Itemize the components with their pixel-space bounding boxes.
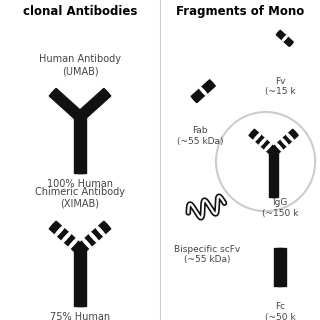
Polygon shape bbox=[272, 131, 298, 155]
Polygon shape bbox=[264, 145, 270, 151]
Polygon shape bbox=[84, 241, 92, 248]
Polygon shape bbox=[77, 117, 86, 173]
Polygon shape bbox=[199, 87, 205, 93]
Polygon shape bbox=[98, 228, 105, 236]
Polygon shape bbox=[74, 250, 83, 306]
Polygon shape bbox=[288, 135, 294, 141]
Polygon shape bbox=[76, 88, 109, 118]
Polygon shape bbox=[277, 30, 293, 45]
Text: clonal Antibodies: clonal Antibodies bbox=[23, 5, 137, 18]
Polygon shape bbox=[51, 88, 84, 118]
Polygon shape bbox=[57, 226, 64, 234]
Polygon shape bbox=[275, 143, 281, 149]
Polygon shape bbox=[64, 232, 71, 240]
Text: 75% Human
25% Murin: 75% Human 25% Murin bbox=[50, 312, 110, 320]
Polygon shape bbox=[55, 228, 62, 236]
Polygon shape bbox=[74, 117, 83, 173]
Polygon shape bbox=[191, 80, 213, 101]
Polygon shape bbox=[96, 226, 103, 234]
Polygon shape bbox=[255, 133, 261, 140]
Text: 100% Human: 100% Human bbox=[47, 179, 113, 189]
Polygon shape bbox=[62, 235, 69, 242]
Polygon shape bbox=[274, 248, 283, 286]
Text: IgG
(~150 k: IgG (~150 k bbox=[262, 198, 298, 218]
Polygon shape bbox=[284, 36, 287, 40]
Polygon shape bbox=[68, 241, 76, 248]
Polygon shape bbox=[78, 223, 111, 253]
Polygon shape bbox=[76, 221, 109, 251]
Text: Fragments of Mono: Fragments of Mono bbox=[176, 5, 304, 18]
Polygon shape bbox=[277, 145, 283, 151]
Polygon shape bbox=[272, 152, 278, 197]
Polygon shape bbox=[78, 91, 111, 121]
Polygon shape bbox=[70, 238, 78, 246]
Polygon shape bbox=[89, 232, 96, 240]
Polygon shape bbox=[82, 238, 90, 246]
Text: Chimeric Antibody
(XIMAB): Chimeric Antibody (XIMAB) bbox=[35, 187, 125, 209]
Polygon shape bbox=[271, 129, 297, 153]
Polygon shape bbox=[193, 82, 215, 103]
Polygon shape bbox=[249, 131, 275, 155]
Text: Fab
(~55 kDa): Fab (~55 kDa) bbox=[177, 126, 223, 146]
Polygon shape bbox=[266, 143, 272, 149]
Polygon shape bbox=[260, 138, 266, 144]
Polygon shape bbox=[286, 133, 292, 140]
Polygon shape bbox=[49, 223, 82, 253]
Polygon shape bbox=[49, 91, 82, 121]
Polygon shape bbox=[269, 152, 276, 197]
Polygon shape bbox=[282, 140, 288, 146]
Polygon shape bbox=[77, 250, 86, 306]
Polygon shape bbox=[201, 89, 207, 95]
Text: Bispecific scFv
(~55 kDa): Bispecific scFv (~55 kDa) bbox=[174, 245, 241, 264]
Text: Fc
(~50 k: Fc (~50 k bbox=[265, 302, 295, 320]
Polygon shape bbox=[259, 140, 265, 146]
Polygon shape bbox=[251, 129, 276, 153]
Polygon shape bbox=[51, 221, 84, 251]
Polygon shape bbox=[277, 248, 286, 286]
Polygon shape bbox=[276, 32, 292, 46]
Polygon shape bbox=[91, 235, 98, 242]
Polygon shape bbox=[281, 138, 287, 144]
Polygon shape bbox=[282, 37, 286, 41]
Text: Human Antibody
(UMAB): Human Antibody (UMAB) bbox=[39, 54, 121, 76]
Text: Fv
(~15 k: Fv (~15 k bbox=[265, 77, 295, 96]
Polygon shape bbox=[253, 135, 260, 141]
